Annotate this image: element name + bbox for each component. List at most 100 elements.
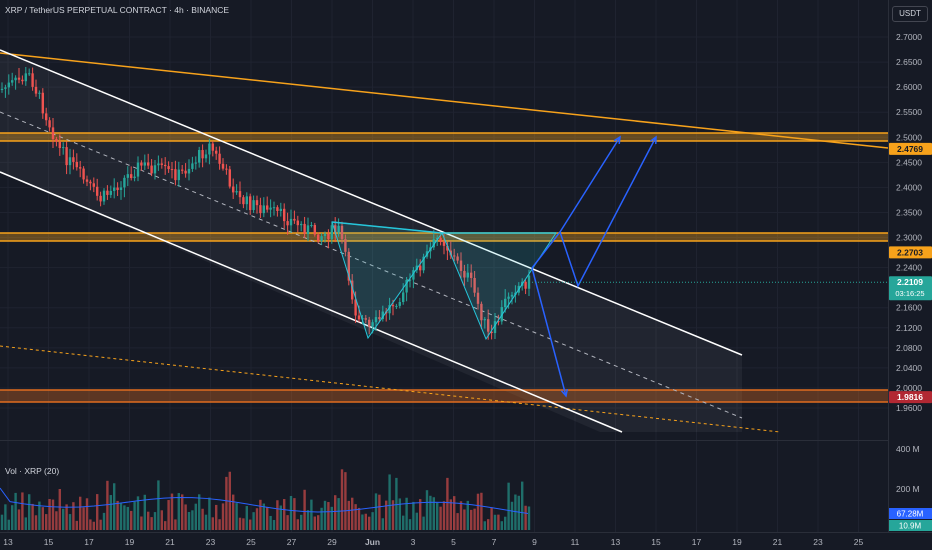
volume-bar bbox=[276, 500, 279, 530]
volume-bar bbox=[507, 482, 510, 530]
candle bbox=[303, 223, 306, 234]
volume-bar bbox=[429, 495, 432, 530]
volume-bar bbox=[65, 504, 68, 530]
time-tick-label: 19 bbox=[732, 537, 742, 547]
price-badge-label: 2.4769 bbox=[897, 144, 923, 154]
price-tick-label: 2.3000 bbox=[896, 233, 922, 243]
time-tick-label: 25 bbox=[854, 537, 864, 547]
volume-badge bbox=[889, 508, 932, 519]
candle bbox=[289, 218, 293, 226]
candle bbox=[160, 163, 163, 165]
candle bbox=[493, 321, 497, 334]
volume-bar bbox=[133, 501, 136, 530]
candle bbox=[296, 220, 299, 226]
candle bbox=[320, 236, 323, 242]
candle bbox=[51, 127, 55, 140]
candle bbox=[266, 205, 269, 210]
volume-badge-label: 67.28M bbox=[897, 510, 924, 519]
volume-bar bbox=[153, 512, 157, 530]
candle bbox=[0, 88, 4, 90]
price-badge[interactable] bbox=[889, 391, 932, 404]
bullish-arrow-2[interactable] bbox=[559, 136, 657, 288]
currency-badge[interactable]: USDT bbox=[892, 6, 928, 22]
candle bbox=[487, 319, 490, 332]
price-badge[interactable] bbox=[889, 246, 932, 259]
candle bbox=[167, 166, 170, 170]
candle bbox=[408, 279, 412, 281]
time-tick-label: 21 bbox=[773, 537, 783, 547]
candle bbox=[140, 162, 143, 166]
dashed-support-line[interactable] bbox=[0, 345, 781, 433]
volume-bar bbox=[391, 500, 395, 530]
candle bbox=[323, 233, 327, 237]
time-tick-label: 23 bbox=[206, 537, 216, 547]
volume-bar bbox=[364, 513, 367, 530]
volume-bar bbox=[337, 498, 340, 530]
candle bbox=[136, 162, 140, 177]
descending-trendline[interactable] bbox=[0, 52, 889, 149]
volume-bar bbox=[249, 519, 252, 530]
symbol-title[interactable]: XRP / TetherUS PERPETUAL CONTRACT · 4h ·… bbox=[5, 5, 230, 15]
candle bbox=[187, 168, 191, 174]
time-tick-label: 25 bbox=[246, 537, 256, 547]
volume-bar bbox=[402, 515, 405, 530]
volume-bar bbox=[119, 502, 123, 530]
volume-bar bbox=[160, 510, 163, 530]
volume-bar bbox=[334, 495, 337, 530]
candle bbox=[201, 150, 204, 159]
volume-bar bbox=[327, 502, 330, 530]
volume-bar bbox=[514, 494, 517, 530]
volume-bar bbox=[167, 500, 170, 530]
volume-bar bbox=[388, 474, 391, 530]
price-tick-label: 2.6000 bbox=[896, 82, 922, 92]
candle bbox=[351, 280, 354, 300]
channel-mid-line[interactable] bbox=[0, 111, 743, 419]
volume-bar bbox=[259, 499, 262, 530]
bearish-arrow[interactable] bbox=[531, 267, 567, 397]
volume-bar bbox=[82, 507, 85, 530]
candle bbox=[55, 139, 58, 142]
volume-bar bbox=[357, 507, 361, 530]
volume-bar bbox=[255, 508, 259, 530]
candle bbox=[439, 238, 442, 242]
volume-bar bbox=[106, 480, 109, 530]
candle bbox=[123, 177, 126, 188]
price-badge[interactable] bbox=[889, 276, 932, 301]
volume-indicator-title[interactable]: Vol · XRP (20) bbox=[5, 466, 60, 476]
candle bbox=[24, 73, 27, 82]
bullish-arrow-1-head bbox=[613, 135, 621, 145]
volume-bar bbox=[289, 495, 293, 530]
time-tick-label: 19 bbox=[125, 537, 135, 547]
price-badge[interactable] bbox=[889, 142, 932, 155]
candle bbox=[337, 225, 340, 233]
volume-bar bbox=[442, 501, 446, 530]
channel-upper-line[interactable] bbox=[0, 49, 743, 356]
resistance-zone-upper[interactable] bbox=[0, 133, 888, 141]
volume-bar bbox=[211, 517, 214, 530]
candle bbox=[300, 223, 303, 226]
candle bbox=[41, 92, 44, 114]
volume-bar bbox=[521, 481, 524, 530]
channel-lower-line[interactable] bbox=[0, 171, 623, 433]
candle bbox=[177, 169, 180, 181]
candle bbox=[113, 187, 116, 191]
volume-bar bbox=[72, 502, 75, 530]
volume-bar bbox=[344, 472, 347, 530]
volume-bar bbox=[157, 480, 160, 530]
volume-bar bbox=[385, 500, 388, 530]
candle bbox=[194, 162, 197, 164]
volume-bar bbox=[41, 507, 44, 530]
volume-bar bbox=[524, 505, 527, 530]
neckline[interactable] bbox=[331, 221, 556, 234]
volume-bar bbox=[510, 501, 514, 530]
volume-bar bbox=[453, 496, 456, 530]
price-tick-label: 2.0800 bbox=[896, 343, 922, 353]
volume-bar bbox=[177, 493, 180, 530]
pane-separator[interactable] bbox=[0, 440, 888, 441]
support-zone[interactable] bbox=[0, 390, 888, 402]
candle bbox=[327, 233, 330, 240]
volume-bar bbox=[136, 496, 140, 530]
candle bbox=[249, 196, 252, 211]
volume-bar bbox=[439, 506, 442, 530]
